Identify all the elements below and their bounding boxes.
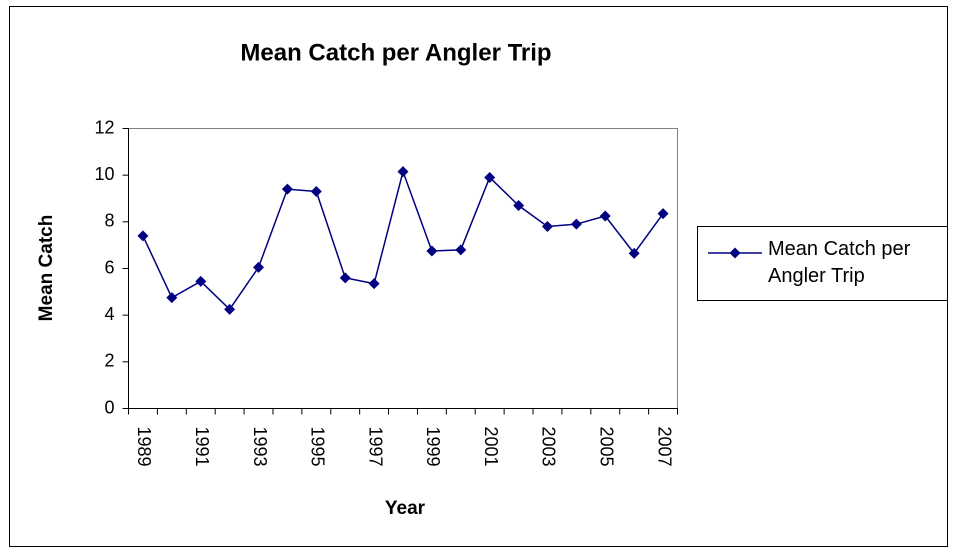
data-point: [137, 230, 149, 242]
data-point: [339, 272, 351, 284]
x-tick-label: 1999: [423, 427, 443, 467]
x-tick-label: 2003: [539, 427, 559, 467]
x-tick-label: 1993: [250, 427, 270, 467]
data-point: [513, 200, 525, 211]
data-point: [484, 172, 496, 183]
data-point: [455, 244, 467, 256]
legend: [697, 226, 948, 301]
y-axis-label: Mean Catch: [36, 215, 57, 322]
data-point: [570, 218, 582, 230]
x-tick-label: 2005: [597, 427, 617, 467]
data-point: [541, 221, 553, 232]
x-tick-label: 1995: [308, 427, 328, 467]
data-point: [426, 245, 438, 257]
chart-title: Mean Catch per Angler Trip: [240, 39, 551, 66]
legend-label: Mean Catch per Angler Trip: [768, 238, 911, 287]
x-tick-label: 1989: [134, 427, 154, 467]
data-point: [628, 247, 640, 259]
y-tick-label: 10: [94, 164, 114, 184]
y-tick-label: 12: [94, 117, 114, 137]
y-tick-label: 6: [104, 257, 114, 277]
x-axis-label: Year: [385, 498, 426, 519]
data-point: [310, 186, 322, 197]
data-point: [599, 210, 611, 222]
data-point: [195, 275, 207, 287]
data-point: [397, 166, 409, 178]
data-point: [368, 278, 380, 290]
data-point: [166, 292, 178, 304]
data-point: [253, 261, 265, 273]
legend-marker: [729, 247, 741, 259]
x-tick-label: 1997: [365, 427, 385, 467]
x-tick-label: 2007: [654, 427, 674, 467]
y-tick-label: 8: [104, 211, 114, 231]
y-tick-label: 2: [104, 351, 114, 371]
data-point: [224, 303, 236, 315]
x-tick-label: 1991: [192, 427, 212, 467]
data-point: [281, 183, 293, 195]
y-tick-label: 0: [104, 397, 114, 417]
x-tick-label: 2001: [481, 427, 501, 467]
data-point: [657, 208, 669, 220]
y-tick-label: 4: [104, 304, 114, 324]
